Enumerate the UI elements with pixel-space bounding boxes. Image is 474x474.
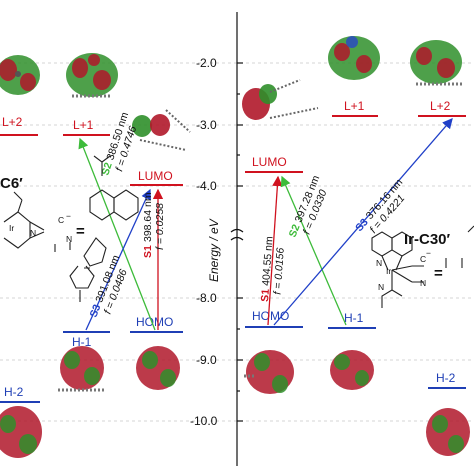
axis-break-icon xyxy=(230,228,244,241)
level-label-h1-left: H-1 xyxy=(72,335,92,349)
energy-axis: -2.0 -3.0 -4.0 -8.0 -9.0 -10.0 Energy / … xyxy=(190,12,244,466)
svg-text:S1: S1 xyxy=(259,288,272,302)
tick-label: -4.0 xyxy=(196,179,217,193)
molecular-structure-left xyxy=(3,155,139,302)
orbital-plot-l2 xyxy=(0,55,40,95)
level-label-h1-right: H-1 xyxy=(344,311,364,325)
level-label-h2-right: H-2 xyxy=(436,371,456,385)
atom-label-minus-left: − xyxy=(66,211,71,221)
level-label-l2-left: L+2 xyxy=(2,115,23,129)
atom-label-c-right: C xyxy=(420,254,426,264)
atom-label-minus-right: − xyxy=(426,248,431,258)
level-label-lumo-right: LUMO xyxy=(252,155,287,169)
level-label-l1-left: L+1 xyxy=(73,118,94,132)
atom-label-n-left: N xyxy=(30,228,36,238)
atom-label-n2-right: N xyxy=(378,282,384,292)
tick-label: -8.0 xyxy=(196,291,217,305)
transition-label-s3-left: S3 391.08 nm f = 0.0486 xyxy=(88,253,130,319)
molecular-structure-right xyxy=(371,225,474,308)
atom-label-n3-right: N xyxy=(420,278,426,288)
tick-label: -10.0 xyxy=(190,414,218,428)
compound-label-right: Ir-C30′ xyxy=(404,231,451,248)
level-label-homo-right: HOMO xyxy=(252,309,289,323)
transition-label-s2-right: S2 397.28 nm f = 0.0330 xyxy=(287,174,330,240)
orbital-plot-lumo-left xyxy=(132,109,191,151)
svg-text:404.55 nm: 404.55 nm xyxy=(260,236,275,287)
compound-label-left: C6′ xyxy=(0,175,23,192)
equals-sign-right: = xyxy=(434,265,443,282)
right-panel: L+1 L+2 LUMO HOMO H-1 H-2 S1 404.55 nm f… xyxy=(242,36,474,456)
atom-label-c-left: C xyxy=(58,215,64,225)
atom-label-ir-right: Ir xyxy=(386,266,391,276)
transition-arrow-s3-left xyxy=(85,188,151,331)
transition-arrow-s2-right xyxy=(280,175,347,326)
transition-arrow-s1-right xyxy=(267,175,283,326)
svg-text:S2: S2 xyxy=(287,223,303,240)
level-label-l1-right: L+1 xyxy=(344,99,365,113)
orbital-plot-l1-right xyxy=(328,36,380,80)
level-label-l2-right: L+2 xyxy=(430,99,451,113)
orbital-plot-h1-right xyxy=(330,350,374,390)
transition-label-s1-left: S1 398.64 nm f = 0.0258 xyxy=(142,192,166,258)
orbital-plot-l1-left xyxy=(66,53,118,98)
orbital-plot-l2-right xyxy=(410,40,462,86)
equals-sign-left: = xyxy=(76,223,85,240)
svg-text:f = 0.0258: f = 0.0258 xyxy=(154,203,166,250)
atom-label-ir-left: Ir xyxy=(9,223,14,233)
level-label-homo-left: HOMO xyxy=(136,315,173,329)
orbital-plot-h2-left xyxy=(0,406,42,458)
tick-label: -9.0 xyxy=(196,353,217,367)
orbital-plot-h1-left xyxy=(58,346,104,392)
orbital-plot-lumo-right xyxy=(242,79,319,120)
svg-text:S2: S2 xyxy=(99,161,114,177)
transition-arrow-s3-right xyxy=(273,118,453,326)
svg-text:S3: S3 xyxy=(88,303,104,319)
orbital-plot-homo-left xyxy=(136,346,180,390)
transition-label-s1-right: S1 404.55 nm f = 0.0156 xyxy=(259,236,287,303)
left-panel: L+2 L+1 LUMO H-1 HOMO H-2 S2 386.50 nm f… xyxy=(0,53,191,458)
orbital-plot-h2-right xyxy=(426,408,470,456)
svg-text:398.64 nm: 398.64 nm xyxy=(142,192,154,242)
atom-label-n-right: N xyxy=(376,258,382,268)
tick-label: -3.0 xyxy=(196,118,217,132)
tick-label: -2.0 xyxy=(196,56,217,70)
svg-text:f = 0.0156: f = 0.0156 xyxy=(272,247,287,295)
orbital-plot-homo-right xyxy=(244,350,294,394)
axis-title: Energy / eV xyxy=(207,218,221,282)
level-label-lumo-left: LUMO xyxy=(138,169,173,183)
level-label-h2-left: H-2 xyxy=(4,385,24,399)
atom-label-n2-left: N xyxy=(66,234,72,244)
transition-arrow-s2-left xyxy=(78,137,156,331)
svg-text:S1: S1 xyxy=(142,245,154,258)
